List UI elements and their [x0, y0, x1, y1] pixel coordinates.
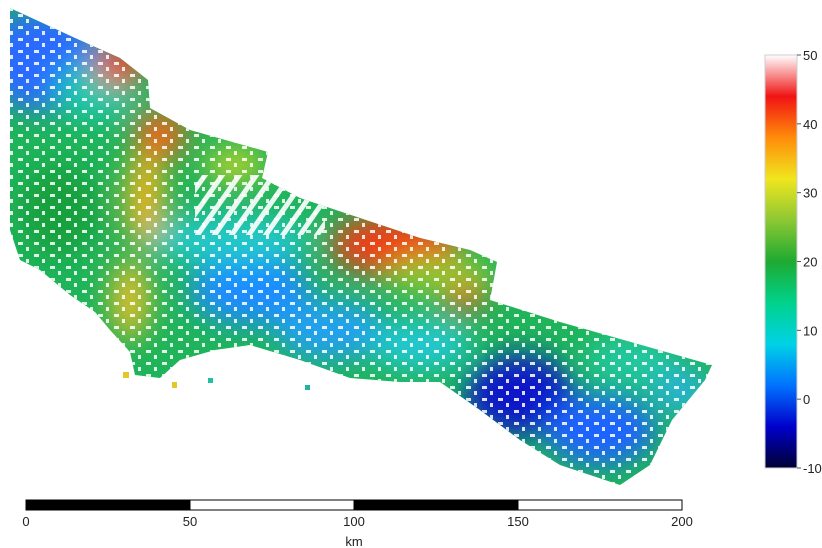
scale-ticks: 0 50 100 150 200: [22, 514, 692, 529]
scale-tick-label: 100: [343, 514, 365, 529]
scale-segment: [189, 499, 355, 511]
scale-segment: [517, 499, 683, 511]
colorbar-tick-label: 50: [803, 48, 817, 63]
colorbar-ticks: 50 40 30 20 10 0 -10: [797, 48, 822, 476]
colorbar-tick-label: 40: [803, 117, 817, 132]
colorbar-tick-label: 0: [803, 392, 810, 407]
scale-segment: [26, 500, 190, 510]
colorbar-tick-label: 10: [803, 323, 817, 338]
scale-segment: [354, 500, 518, 510]
colorbar-tick-label: 20: [803, 255, 817, 270]
colorbar-tick-label: 30: [803, 186, 817, 201]
scale-unit: km: [345, 534, 362, 548]
colorbar: [764, 54, 798, 469]
scatter-pixels: [123, 372, 310, 390]
scale-tick-label: 150: [507, 514, 529, 529]
heatmap-region: [10, 8, 712, 485]
colorbar-tick-label: -10: [803, 461, 822, 476]
scale-tick-label: 200: [671, 514, 693, 529]
scale-tick-label: 0: [22, 514, 29, 529]
scale-tick-label: 50: [183, 514, 197, 529]
scale-bar: [25, 499, 683, 511]
